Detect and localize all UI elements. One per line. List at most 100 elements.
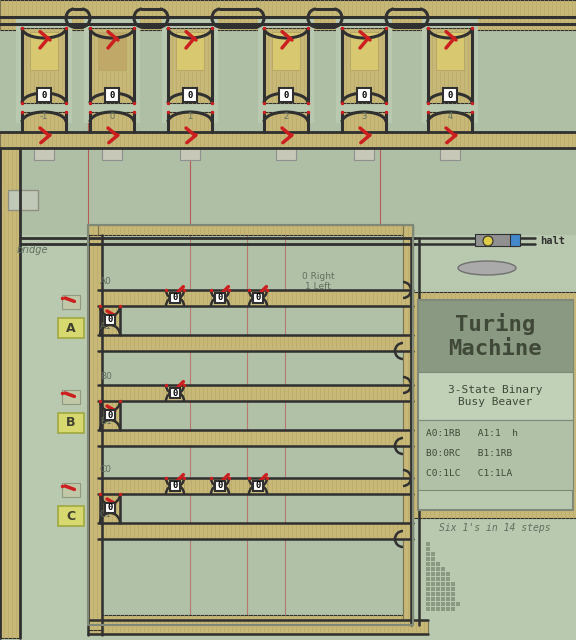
Bar	[62, 295, 80, 309]
Bar	[30, 32, 58, 70]
Bar	[168, 28, 212, 103]
Bar	[215, 293, 225, 303]
Bar	[446, 572, 450, 576]
Text: B1: B1	[100, 417, 112, 426]
Bar	[58, 413, 84, 433]
Ellipse shape	[458, 261, 516, 275]
Bar	[354, 148, 374, 160]
Bar	[418, 372, 573, 420]
Text: 2: 2	[283, 112, 289, 121]
Text: B0: B0	[100, 372, 112, 381]
Text: 0: 0	[107, 410, 113, 419]
Text: 1: 1	[187, 112, 192, 121]
Bar	[441, 597, 445, 601]
Bar	[166, 290, 184, 306]
Bar	[443, 88, 457, 102]
Bar	[441, 572, 445, 576]
Circle shape	[483, 236, 493, 246]
Bar	[0, 132, 576, 148]
Bar	[446, 577, 450, 581]
Bar	[249, 478, 267, 494]
Bar	[98, 335, 413, 351]
Bar	[170, 388, 180, 398]
Bar	[426, 562, 430, 566]
Bar	[166, 385, 184, 401]
Bar	[426, 572, 430, 576]
Bar	[88, 615, 413, 625]
Bar	[440, 148, 460, 160]
Bar	[102, 148, 122, 160]
Bar	[37, 88, 51, 102]
Bar	[441, 577, 445, 581]
Bar	[426, 592, 430, 596]
Bar	[446, 582, 450, 586]
Bar	[436, 32, 464, 70]
Bar	[403, 225, 413, 625]
Bar	[88, 225, 98, 625]
Bar	[98, 523, 413, 539]
Text: 0: 0	[255, 481, 261, 490]
Bar	[100, 306, 120, 335]
Bar	[98, 478, 413, 494]
Bar	[342, 28, 386, 103]
Bar	[0, 148, 20, 638]
Bar	[426, 552, 430, 556]
Bar	[441, 582, 445, 586]
Bar	[422, 18, 478, 123]
Bar	[426, 587, 430, 591]
Text: 0: 0	[107, 504, 113, 513]
Bar	[436, 567, 440, 571]
Bar	[451, 607, 455, 611]
Bar	[475, 234, 517, 246]
Text: A0: A0	[100, 277, 112, 286]
Bar	[446, 607, 450, 611]
Bar	[253, 293, 263, 303]
Bar	[426, 547, 430, 551]
Bar	[350, 32, 378, 70]
Bar	[58, 506, 84, 526]
Bar	[451, 597, 455, 601]
Bar	[88, 235, 102, 630]
Text: Turing
Machine: Turing Machine	[448, 314, 542, 358]
Text: 0 Right
1 Left: 0 Right 1 Left	[302, 272, 334, 291]
Text: 0: 0	[172, 388, 177, 397]
Bar	[105, 410, 115, 420]
Bar	[105, 315, 115, 325]
Bar	[456, 602, 460, 606]
Bar	[426, 567, 430, 571]
Bar	[98, 385, 413, 401]
Bar	[88, 225, 413, 235]
Bar	[342, 112, 386, 132]
Bar	[253, 481, 263, 491]
Bar	[62, 483, 80, 497]
Bar	[100, 401, 120, 430]
Bar	[34, 148, 54, 160]
Text: B0:0RC   B1:1RB: B0:0RC B1:1RB	[426, 449, 512, 458]
Bar	[276, 148, 296, 160]
Bar	[180, 148, 200, 160]
Bar	[258, 18, 314, 123]
Bar	[357, 88, 371, 102]
Bar	[100, 494, 120, 523]
Bar	[451, 602, 455, 606]
Bar	[0, 110, 576, 235]
Text: C1: C1	[100, 510, 112, 519]
Text: 3-State Binary
Busy Beaver: 3-State Binary Busy Beaver	[448, 385, 542, 407]
Bar	[451, 582, 455, 586]
Bar	[249, 290, 267, 306]
Bar	[431, 567, 435, 571]
Bar	[428, 112, 472, 132]
Bar	[426, 542, 430, 546]
Bar	[16, 18, 72, 123]
Bar	[211, 478, 229, 494]
Text: C: C	[66, 509, 75, 522]
Text: A: A	[66, 321, 76, 335]
Bar	[436, 587, 440, 591]
Text: bridge: bridge	[16, 245, 48, 255]
Text: 0: 0	[361, 90, 367, 99]
Text: C0:1LC   C1:1LA: C0:1LC C1:1LA	[426, 470, 512, 479]
Bar	[88, 620, 428, 634]
Bar	[436, 602, 440, 606]
Text: 0: 0	[107, 316, 113, 324]
Bar	[185, 230, 290, 625]
